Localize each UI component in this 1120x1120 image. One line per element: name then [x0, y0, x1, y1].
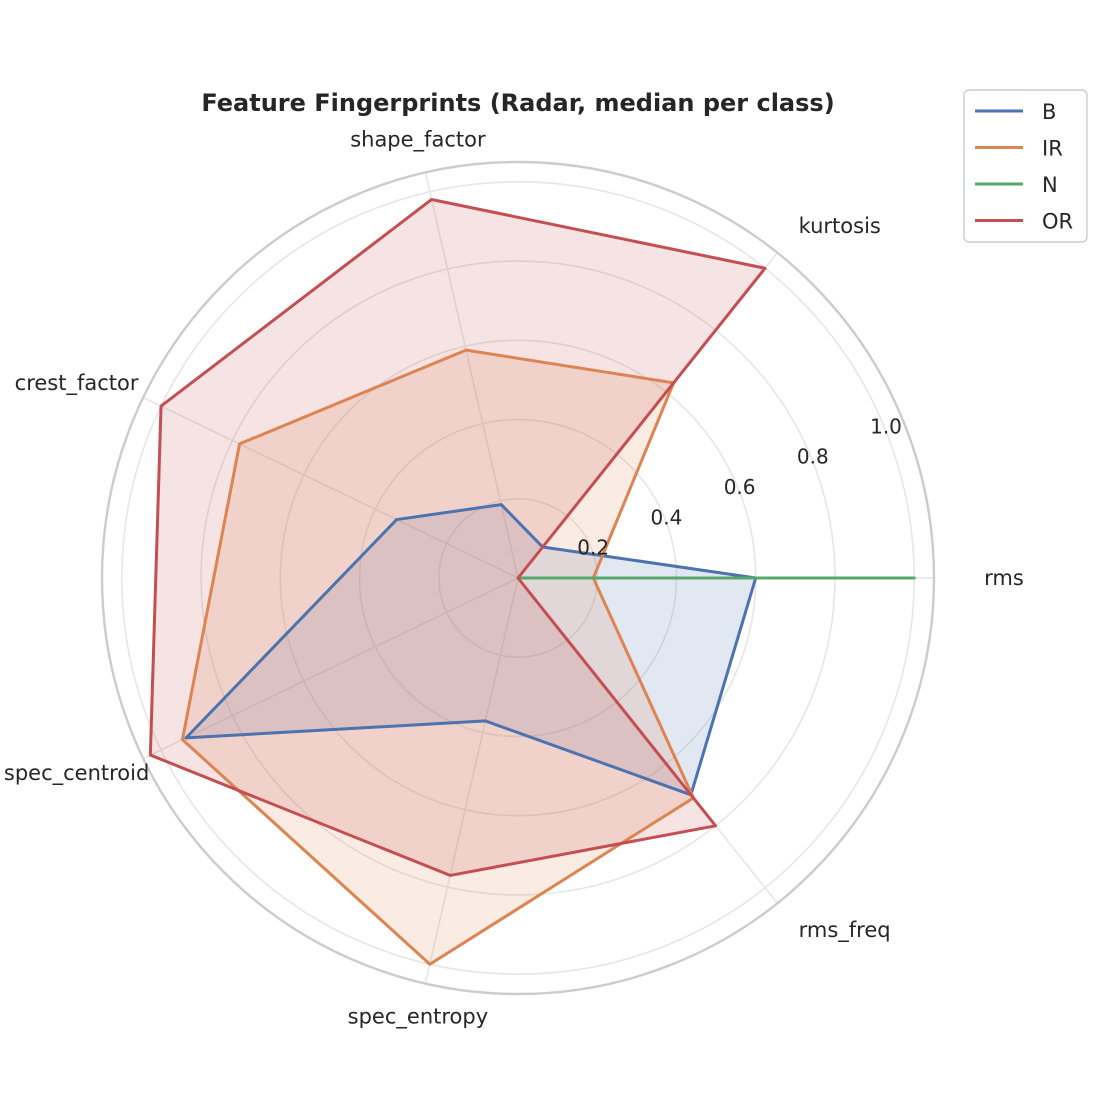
- polar-frame: [100, 160, 936, 996]
- radial-tick-label: 0.8: [797, 445, 829, 469]
- series-fill-ir: [182, 350, 694, 965]
- grid-spoke: [424, 577, 519, 984]
- series-line-ir: [180, 348, 695, 966]
- legend-label-n: N: [1042, 173, 1058, 197]
- grid-spoke: [142, 396, 519, 579]
- axis-label-rms: rms: [984, 566, 1024, 590]
- radial-tick-label: 0.4: [650, 505, 682, 529]
- axis-label-crest-factor: crest_factor: [15, 371, 139, 396]
- radar-labels: rms kurtosis shape_factor crest_factor spec_…: [4, 127, 1024, 1029]
- axis-label-rms-freq: rms_freq: [799, 918, 891, 943]
- series-line-b: [184, 503, 758, 797]
- axis-label-shape-factor: shape_factor: [350, 127, 486, 152]
- axis-label-spec-centroid: spec_centroid: [4, 761, 149, 786]
- legend-frame: [963, 89, 1088, 243]
- axis-label-kurtosis: kurtosis: [799, 214, 881, 238]
- legend-label-ir: IR: [1042, 137, 1063, 161]
- series-line-or: [148, 197, 767, 877]
- legend-label-or: OR: [1042, 210, 1073, 234]
- legend-label-b: B: [1042, 100, 1056, 124]
- axis-label-spec-entropy: spec_entropy: [348, 1005, 488, 1030]
- chart-title: Feature Fingerprints (Radar, median per …: [201, 89, 834, 117]
- radial-tick-label: 0.2: [577, 536, 609, 560]
- series-fill-or: [150, 199, 766, 876]
- radial-tick-label: 1.0: [870, 414, 902, 438]
- radar-series: [148, 197, 916, 966]
- grid-spoke: [424, 172, 519, 579]
- grid-spoke: [142, 577, 519, 760]
- radial-tick-label: 0.6: [724, 475, 756, 499]
- legend: B IR N OR: [963, 89, 1088, 243]
